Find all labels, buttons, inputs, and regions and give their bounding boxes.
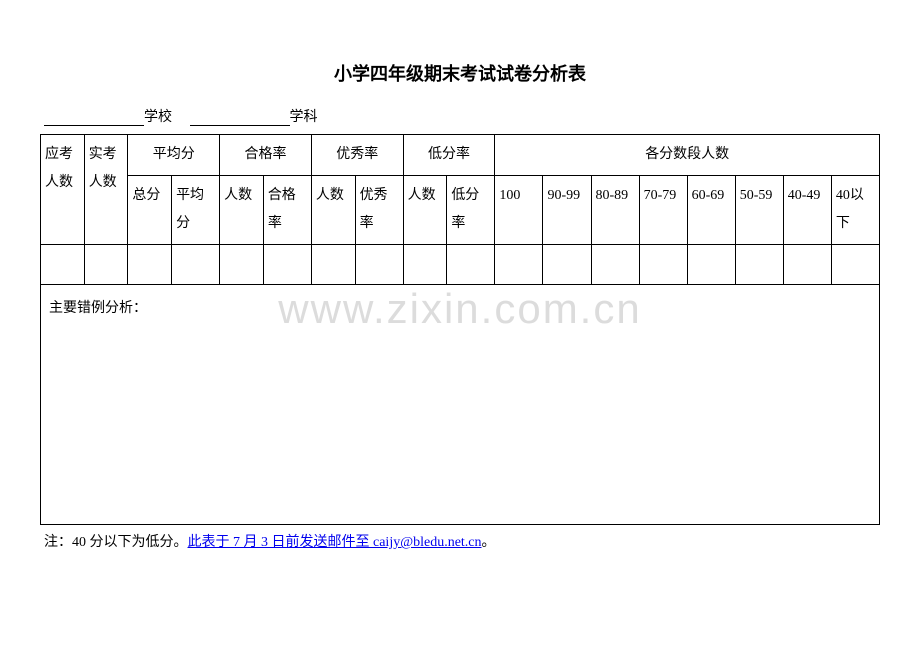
cell: [543, 245, 591, 285]
footnote-prefix: 注：40 分以下为低分。: [44, 535, 188, 550]
page-title: 小学四年级期末考试试卷分析表: [40, 60, 880, 86]
col-youxiulv: 优秀率: [311, 135, 403, 176]
col-40-below: 40以下: [831, 176, 879, 245]
cell: [128, 245, 172, 285]
cell: [220, 245, 264, 285]
col-difenlv-sub: 低分率: [447, 176, 495, 245]
footnote-suffix: 。: [482, 535, 496, 550]
cell: [687, 245, 735, 285]
col-50-59: 50-59: [735, 176, 783, 245]
cell: [403, 245, 447, 285]
col-yingkao: 应考人数: [41, 135, 85, 245]
school-label: 学校: [144, 110, 172, 125]
footnote: 注：40 分以下为低分。此表于 7 月 3 日前发送邮件至 caijy@bled…: [40, 531, 880, 551]
col-hegelv-sub: 合格率: [263, 176, 311, 245]
col-renshu2: 人数: [311, 176, 355, 245]
col-100: 100: [495, 176, 543, 245]
header-row-2: 总分 平均分 人数 合格率 人数 优秀率 人数 低分率 100 90-99 80…: [41, 176, 880, 245]
cell: [495, 245, 543, 285]
cell: [263, 245, 311, 285]
cell: [735, 245, 783, 285]
subject-label: 学科: [290, 110, 318, 125]
form-line: 学校 学科: [40, 106, 880, 126]
cell: [311, 245, 355, 285]
cell: [783, 245, 831, 285]
analysis-row: 主要错例分析：: [41, 285, 880, 525]
analysis-cell: 主要错例分析：: [41, 285, 880, 525]
col-renshu1: 人数: [220, 176, 264, 245]
col-youxiulv-sub: 优秀率: [355, 176, 403, 245]
col-40-49: 40-49: [783, 176, 831, 245]
data-row: [41, 245, 880, 285]
cell: [591, 245, 639, 285]
col-renshu3: 人数: [403, 176, 447, 245]
analysis-table: 应考人数 实考人数 平均分 合格率 优秀率 低分率 各分数段人数 总分 平均分 …: [40, 134, 880, 525]
school-blank: [44, 112, 144, 126]
header-row-1: 应考人数 实考人数 平均分 合格率 优秀率 低分率 各分数段人数: [41, 135, 880, 176]
cell: [639, 245, 687, 285]
cell: [355, 245, 403, 285]
cell: [41, 245, 85, 285]
col-70-79: 70-79: [639, 176, 687, 245]
col-80-89: 80-89: [591, 176, 639, 245]
col-60-69: 60-69: [687, 176, 735, 245]
col-difenlv: 低分率: [403, 135, 495, 176]
cell: [831, 245, 879, 285]
cell: [447, 245, 495, 285]
col-pingjunfen-sub: 平均分: [172, 176, 220, 245]
col-gefenshuduan: 各分数段人数: [495, 135, 880, 176]
col-90-99: 90-99: [543, 176, 591, 245]
col-shikao: 实考人数: [84, 135, 128, 245]
footnote-link[interactable]: 此表于 7 月 3 日前发送邮件至 caijy@bledu.net.cn: [188, 535, 482, 550]
cell: [172, 245, 220, 285]
col-zongfen: 总分: [128, 176, 172, 245]
col-hegelv: 合格率: [220, 135, 312, 176]
subject-blank: [190, 112, 290, 126]
col-pingjunfen: 平均分: [128, 135, 220, 176]
cell: [84, 245, 128, 285]
